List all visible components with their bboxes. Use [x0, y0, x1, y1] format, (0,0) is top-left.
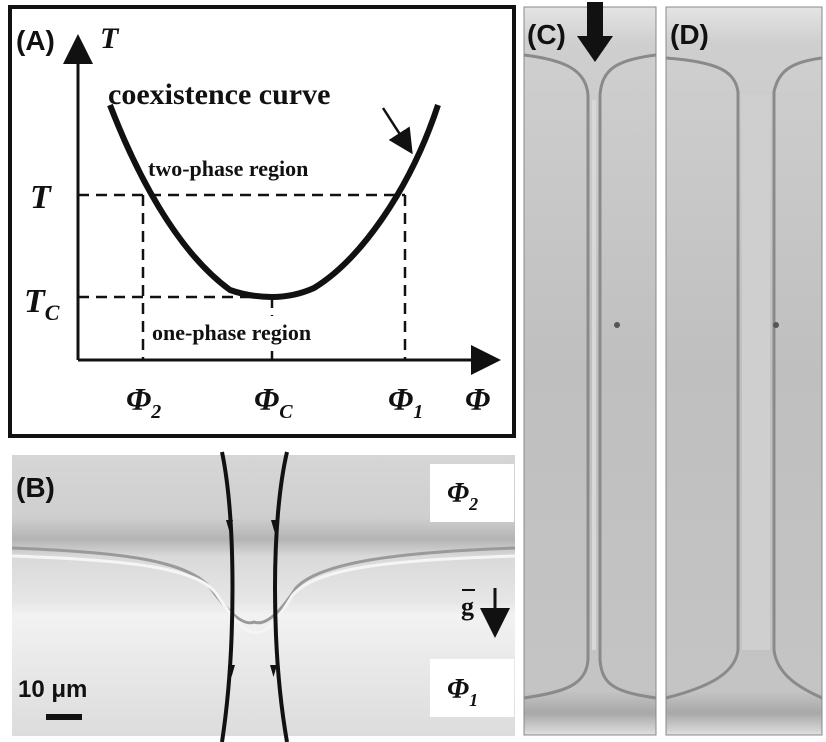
neck-left-edge-c: [523, 53, 590, 700]
gravity-symbol: g: [461, 592, 474, 621]
panel-a-label: (A): [16, 25, 55, 56]
streamlines: [220, 451, 289, 742]
panel-d: (D): [665, 6, 823, 736]
panel-a: (A) T Φ coexistence curve two-phase regi…: [8, 5, 516, 438]
streamline-arrow: [271, 520, 278, 532]
panel-c: (C): [523, 2, 657, 736]
curve-label: coexistence curve: [108, 78, 330, 111]
scale-bar-label: 10 μm: [18, 676, 87, 703]
y-axis-symbol: T: [100, 22, 120, 55]
neck-right-edge-c: [598, 53, 657, 700]
meniscus-highlight: [11, 554, 516, 634]
streamline-arrowheads: [226, 520, 278, 677]
panel-a-frame: [8, 5, 516, 438]
scale-bar: [46, 714, 82, 720]
panel-c-micrograph: [523, 6, 657, 736]
streamline-left: [220, 451, 235, 742]
curve-pointer-arrow: [381, 107, 413, 155]
particle-c: [614, 322, 620, 328]
one-phase-label: one-phase region: [152, 320, 311, 345]
two-phase-label: two-phase region: [148, 156, 308, 181]
panel-d-label: (D): [670, 19, 709, 50]
neck-core-d: [742, 95, 770, 650]
streamline-arrow: [270, 665, 277, 677]
panel-c-label: (C): [527, 19, 566, 50]
phase-bottom-box: [430, 659, 514, 717]
tick-phi2: Φ2: [126, 381, 161, 423]
neck-left-edge-d: [665, 56, 740, 700]
x-axis-symbol: Φ: [465, 381, 490, 417]
tick-t: T: [30, 179, 52, 216]
streamline-right: [273, 451, 289, 742]
tick-phi1: Φ1: [388, 381, 423, 423]
phase-top-box: [430, 464, 514, 522]
panel-b: (B) Φ2 Φ1 g 10 μm: [11, 455, 516, 736]
streamline-arrow: [226, 520, 233, 532]
flow-arrow-shaft: [587, 2, 603, 38]
tick-phic: ΦC: [254, 381, 293, 423]
particle-d: [773, 322, 779, 328]
neck-right-edge-d: [772, 56, 823, 700]
flow-arrow-icon: [577, 36, 613, 62]
panel-b-label: (B): [16, 472, 55, 503]
phase-bottom-label: Φ1: [447, 674, 478, 710]
meniscus-interface: [11, 546, 516, 625]
streamline-arrow: [228, 665, 235, 677]
one-phase-bg: [148, 316, 396, 346]
coexistence-curve: [107, 103, 441, 301]
tick-tc: TC: [24, 283, 60, 325]
guide-lines: [78, 193, 407, 360]
phase-top-label: Φ2: [447, 478, 478, 514]
